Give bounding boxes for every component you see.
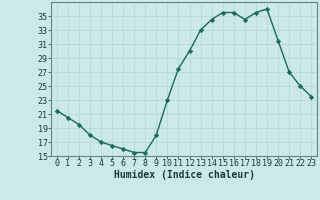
X-axis label: Humidex (Indice chaleur): Humidex (Indice chaleur) bbox=[114, 170, 254, 180]
